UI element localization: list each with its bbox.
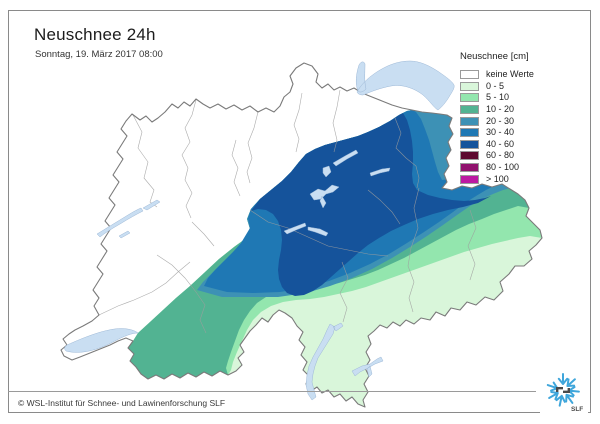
legend-swatch-40-60 bbox=[460, 139, 479, 149]
legend-label: 80 - 100 bbox=[486, 162, 520, 173]
snowflake-icon: SLF bbox=[546, 373, 583, 413]
lake-brienz bbox=[307, 226, 329, 237]
legend-label: 60 - 80 bbox=[486, 150, 515, 161]
legend-label: > 100 bbox=[486, 173, 509, 184]
legend-swatch-5-10 bbox=[460, 93, 479, 103]
legend-swatch-30-40 bbox=[460, 128, 479, 138]
page-subtitle: Sonntag, 19. März 2017 08:00 bbox=[35, 49, 163, 60]
legend: Neuschnee [cm] keine Werte 0 - 5 5 - 10 … bbox=[460, 51, 534, 186]
legend-label: keine Werte bbox=[486, 69, 534, 80]
legend-item: 80 - 100 bbox=[460, 163, 534, 173]
legend-swatch-20-30 bbox=[460, 116, 479, 126]
lake-neuchatel bbox=[96, 207, 144, 238]
legend-item: 10 - 20 bbox=[460, 105, 534, 115]
lake-maggiore bbox=[305, 322, 344, 401]
legend-item: 60 - 80 bbox=[460, 151, 534, 161]
legend-item: keine Werte bbox=[460, 70, 534, 80]
legend-swatch-10-20 bbox=[460, 105, 479, 115]
legend-swatch-0-5 bbox=[460, 81, 479, 91]
legend-label: 0 - 5 bbox=[486, 80, 505, 91]
legend-label: 20 - 30 bbox=[486, 115, 515, 126]
slf-logo-text: SLF bbox=[571, 406, 583, 413]
legend-swatch-gt-100 bbox=[460, 174, 479, 184]
region-40-60 bbox=[251, 113, 491, 296]
legend-label: 30 - 40 bbox=[486, 127, 515, 138]
lakes bbox=[64, 60, 455, 401]
canton-borders bbox=[98, 89, 477, 334]
lake-walen bbox=[369, 167, 391, 177]
copyright-text: © WSL-Institut für Schnee- und Lawinenfo… bbox=[18, 398, 226, 408]
legend-label: 40 - 60 bbox=[486, 138, 515, 149]
legend-item: 20 - 30 bbox=[460, 116, 534, 126]
legend-swatch-80-100 bbox=[460, 163, 479, 173]
lake-biel bbox=[142, 199, 161, 211]
legend-item: 5 - 10 bbox=[460, 93, 534, 103]
slf-logo: SLF bbox=[540, 371, 588, 413]
footer-separator bbox=[8, 391, 536, 392]
lake-constance bbox=[355, 60, 455, 111]
legend-label: 10 - 20 bbox=[486, 104, 515, 115]
legend-swatch-60-80 bbox=[460, 151, 479, 161]
lake-geneva bbox=[64, 328, 139, 353]
legend-item: 40 - 60 bbox=[460, 138, 534, 150]
legend-title: Neuschnee [cm] bbox=[460, 51, 529, 62]
legend-swatch-keine-werte bbox=[460, 70, 479, 80]
lake-zug bbox=[322, 165, 332, 178]
lake-lugano bbox=[351, 356, 384, 378]
page-title: Neuschnee 24h bbox=[34, 25, 156, 44]
lake-zurich bbox=[332, 149, 359, 167]
legend-item: > 100 bbox=[460, 174, 534, 184]
lake-murten bbox=[118, 230, 131, 239]
legend-item: 0 - 5 bbox=[460, 80, 534, 92]
lake-lucerne bbox=[309, 184, 340, 209]
switzerland-outline bbox=[60, 62, 543, 408]
legend-label: 5 - 10 bbox=[486, 92, 510, 103]
legend-item: 30 - 40 bbox=[460, 128, 534, 138]
lake-thun bbox=[283, 222, 307, 235]
logo-cross bbox=[556, 387, 570, 393]
